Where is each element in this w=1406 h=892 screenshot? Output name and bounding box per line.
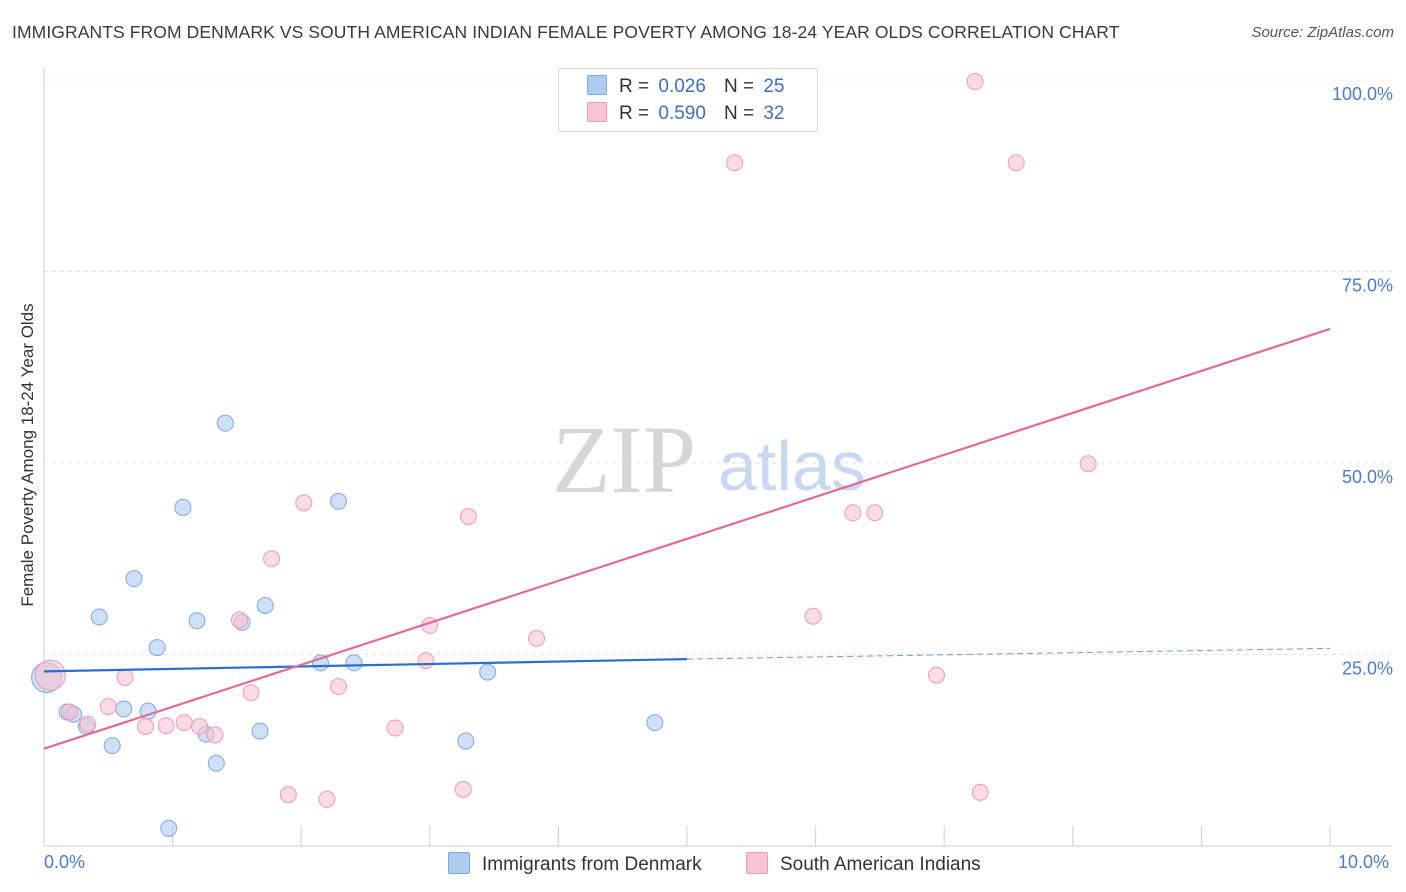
denmark-trend-line <box>43 657 688 673</box>
gridlines <box>44 79 1392 655</box>
south-american-indians-point-23 <box>726 154 744 172</box>
south-american-indians-point-0 <box>34 659 66 691</box>
south-american-indians-point-16 <box>329 678 347 696</box>
legend-r-value-denmark: 0.026 <box>658 76 706 97</box>
watermark-zip: ZIP <box>552 406 696 513</box>
south-american-indians-point-24 <box>804 607 822 625</box>
y-tick-label-100: 100.0% <box>1332 84 1393 104</box>
denmark-point-7 <box>125 570 143 588</box>
bottom-legend-swatch-south-american-indians <box>746 852 768 874</box>
south-american-indians-point-14 <box>295 494 313 512</box>
south-american-indians-point-6 <box>157 717 175 735</box>
data-points <box>31 73 1097 837</box>
denmark-point-4 <box>90 608 108 626</box>
denmark-point-18 <box>256 596 274 614</box>
south-american-indians-point-7 <box>175 714 193 732</box>
south-american-indians-point-12 <box>263 550 281 568</box>
chart-title: IMMIGRANTS FROM DENMARK VS SOUTH AMERICA… <box>12 22 1120 42</box>
south-american-indians-point-8 <box>191 718 209 736</box>
denmark-point-22 <box>457 732 475 750</box>
legend-swatch-south-american-indians <box>587 102 607 122</box>
south-american-indians-point-28 <box>966 73 984 91</box>
south-american-indians-point-31 <box>1079 455 1097 473</box>
south-american-indians-point-11 <box>242 684 260 702</box>
denmark-point-9 <box>148 639 166 657</box>
x-tick-label-min: 0.0% <box>44 852 86 872</box>
watermark-atlas: atlas <box>718 427 866 505</box>
bottom-legend-denmark: Immigrants from Denmark <box>448 852 702 876</box>
legend-row-south-american-indians: R = 0.590 N = 32 <box>587 102 784 126</box>
x-tick-label-max: 10.0% <box>1338 852 1390 872</box>
axes <box>43 68 1392 847</box>
trend-lines <box>43 327 1331 750</box>
legend-swatch-denmark <box>587 75 607 95</box>
legend-n-label: N = <box>723 103 755 124</box>
denmark-point-23 <box>479 663 497 681</box>
y-tick-label-50: 50.0% <box>1342 467 1393 487</box>
denmark-point-15 <box>216 414 234 432</box>
legend-n-value-denmark: 25 <box>763 76 785 97</box>
legend-r-value-south-american-indians: 0.590 <box>658 103 706 124</box>
denmark-point-20 <box>329 492 347 510</box>
south-american-indians-point-26 <box>866 504 884 522</box>
south-american-indians-point-21 <box>459 508 477 526</box>
bottom-legend-south-american-indians: South American Indians <box>746 852 981 876</box>
south-american-indians-point-30 <box>1007 154 1025 172</box>
legend-row-denmark: R = 0.026 N = 25 <box>587 75 784 99</box>
south-american-indians-point-1 <box>61 703 79 721</box>
south-american-indians-point-13 <box>279 786 297 804</box>
legend-n-label: N = <box>723 76 755 97</box>
y-tick-label-25: 25.0% <box>1342 659 1393 679</box>
bottom-legend-swatch-denmark <box>448 852 470 874</box>
south-american-indians-point-9 <box>206 726 224 744</box>
denmark-point-11 <box>174 498 192 516</box>
legend: R = 0.026 N = 25 R = 0.590 N = 32 <box>558 68 818 132</box>
denmark-point-14 <box>207 754 225 772</box>
y-tick-labels: 25.0% 50.0% 75.0% 100.0% <box>1332 84 1393 679</box>
bottom-legend-label-south-american-indians: South American Indians <box>780 854 981 875</box>
south-american-indians-point-4 <box>116 668 134 686</box>
south-american-indians-point-27 <box>927 666 945 684</box>
denmark-point-17 <box>251 722 269 740</box>
south-american-indians-point-2 <box>79 715 97 733</box>
denmark-trend-line-extension <box>686 647 1331 660</box>
denmark-point-12 <box>188 612 206 630</box>
watermark: ZIP atlas <box>552 406 866 513</box>
legend-r-label: R = <box>619 103 650 124</box>
denmark-point-10 <box>160 819 178 837</box>
denmark-point-5 <box>103 737 121 755</box>
south-american-indians-point-22 <box>528 629 546 647</box>
south-american-indians-point-20 <box>454 780 472 798</box>
south-american-indians-point-25 <box>844 504 862 522</box>
south-american-indians-point-29 <box>971 783 989 801</box>
legend-n-value-south-american-indians: 32 <box>763 103 785 124</box>
bottom-legend-label-denmark: Immigrants from Denmark <box>482 854 702 875</box>
south-american-indians-point-15 <box>318 790 336 808</box>
south-american-indians-trend-line <box>43 327 1331 750</box>
south-american-indians-point-5 <box>137 718 155 736</box>
denmark-point-21 <box>345 654 363 672</box>
source-label: Source: ZipAtlas.com <box>1251 24 1394 41</box>
south-american-indians-point-18 <box>417 652 435 670</box>
denmark-point-6 <box>115 700 133 718</box>
y-tick-label-75: 75.0% <box>1342 276 1393 296</box>
south-american-indians-point-17 <box>386 719 404 737</box>
denmark-point-24 <box>646 714 664 732</box>
south-american-indians-point-3 <box>99 698 117 716</box>
south-american-indians-point-10 <box>230 611 248 629</box>
legend-r-label: R = <box>619 76 650 97</box>
